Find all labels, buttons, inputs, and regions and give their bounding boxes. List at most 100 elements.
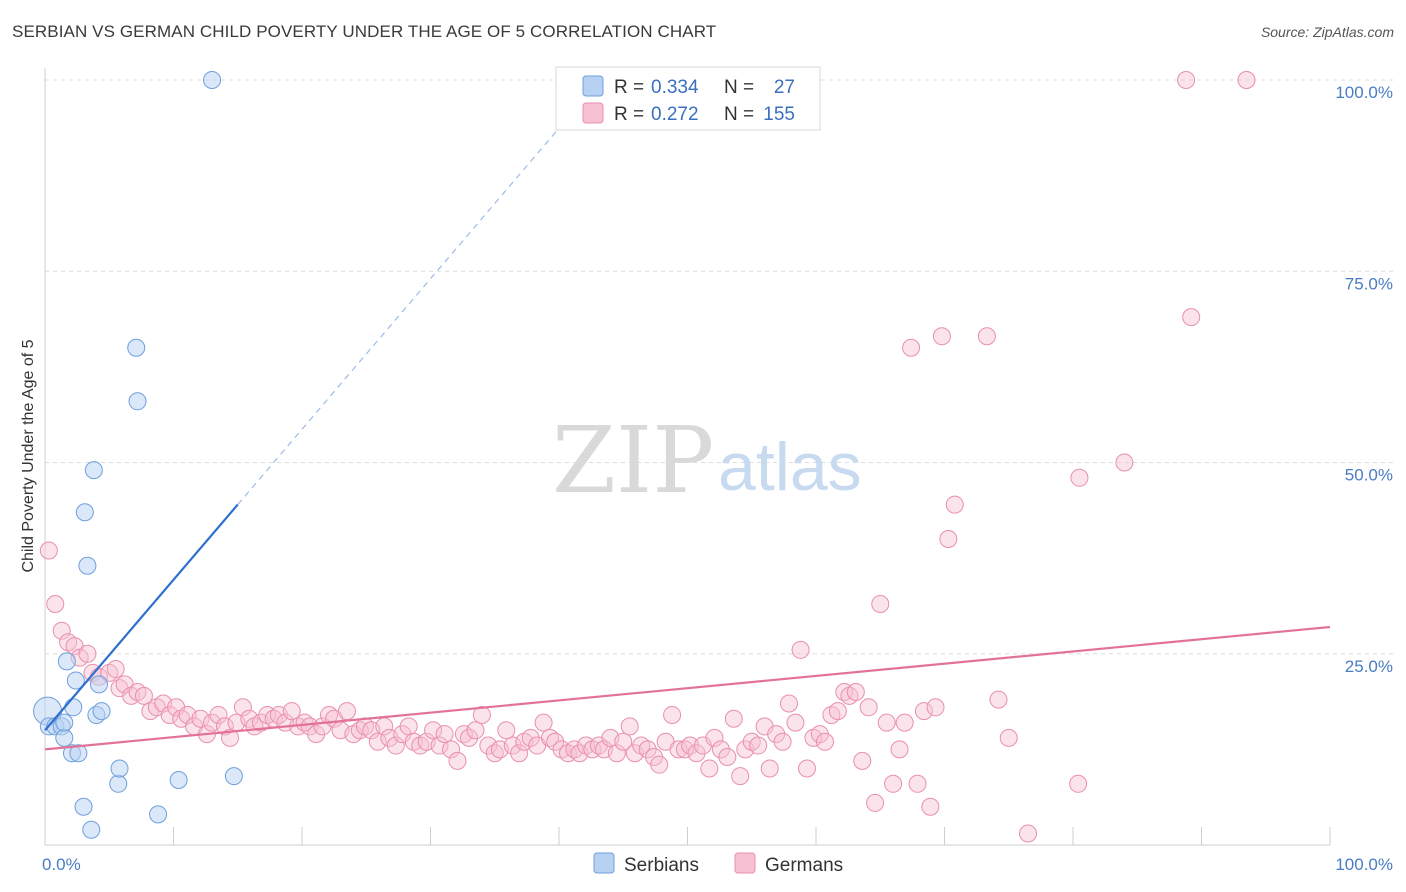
germans-point xyxy=(650,755,669,774)
germans-point xyxy=(877,713,896,732)
germans-point xyxy=(724,709,743,728)
serbians-point xyxy=(149,805,168,824)
germans-point xyxy=(921,797,940,816)
germans-point xyxy=(866,793,885,812)
germans-point xyxy=(681,736,700,755)
germans-point xyxy=(46,595,65,614)
germans-point xyxy=(1237,71,1256,89)
germans-point xyxy=(815,732,834,751)
germans-point xyxy=(1115,453,1134,472)
germans-point xyxy=(282,702,301,721)
serbians-point xyxy=(127,338,146,357)
germans-point xyxy=(399,717,418,736)
germans-point xyxy=(39,541,58,560)
germans-point xyxy=(884,774,903,793)
serbians-point xyxy=(75,503,94,522)
serbians-point xyxy=(203,71,222,89)
germans-point xyxy=(52,621,71,640)
germans-point xyxy=(767,725,786,744)
legend-n-label-germans: N = xyxy=(724,104,754,125)
germans-point xyxy=(503,736,522,755)
germans-point xyxy=(106,660,125,679)
germans-point xyxy=(1070,468,1089,487)
legend-r-label-serbians: R = xyxy=(614,77,644,98)
germans-point xyxy=(760,759,779,778)
germans-point xyxy=(999,728,1018,747)
germans-point xyxy=(926,698,945,717)
germans-point xyxy=(460,728,479,747)
germans-point xyxy=(546,732,565,751)
germans-point xyxy=(233,698,252,717)
germans-trend-line xyxy=(44,625,1331,751)
serbians-point xyxy=(128,392,147,411)
serbians-point xyxy=(109,774,128,793)
serbians-point xyxy=(74,797,93,816)
germans-point xyxy=(300,717,319,736)
germans-point xyxy=(663,705,682,724)
germans-point xyxy=(620,717,639,736)
legend-swatch-germans xyxy=(582,102,604,124)
germans-point xyxy=(902,338,921,357)
watermark-atlas: atlas xyxy=(718,429,862,505)
series-legend-swatch-germans xyxy=(734,852,756,874)
serbians-trend-extension xyxy=(237,127,560,505)
y-tick-label: 25.0% xyxy=(1345,657,1393,676)
germans-point xyxy=(337,702,356,721)
germans-point xyxy=(700,759,719,778)
germans-point xyxy=(1019,824,1038,843)
grid-lines xyxy=(45,79,1393,655)
stats-legend: R = 0.334 N = 27 R = 0.272 N = 155 xyxy=(555,66,821,131)
germans-point xyxy=(669,740,688,759)
germans-point xyxy=(932,327,951,346)
serbians-point xyxy=(82,820,101,839)
x-tick-label-min: 0.0% xyxy=(42,855,81,874)
y-axis-label: Child Poverty Under the Age of 5 xyxy=(20,339,37,572)
serbians-point xyxy=(55,728,74,747)
germans-point xyxy=(705,728,724,747)
germans-point xyxy=(853,751,872,770)
series-legend-label-germans: Germans xyxy=(765,855,843,876)
germans-point xyxy=(78,644,97,663)
germans-point xyxy=(614,732,633,751)
germans-point xyxy=(442,740,461,759)
chart-title: SERBIAN VS GERMAN CHILD POVERTY UNDER TH… xyxy=(12,22,717,41)
germans-point xyxy=(1177,71,1196,89)
serbians-point xyxy=(55,713,74,732)
germans-point xyxy=(749,736,768,755)
series-legend-swatch-serbians xyxy=(593,852,615,874)
legend-r-value-germans: 0.272 xyxy=(651,104,699,125)
germans-point xyxy=(191,709,210,728)
germans-point xyxy=(780,694,799,713)
series-legend: Serbians Germans xyxy=(593,852,843,876)
y-tick-labels: 25.0% 50.0% 75.0% 100.0% xyxy=(1335,83,1393,676)
germans-point xyxy=(386,736,405,755)
germans-point xyxy=(786,713,805,732)
germans-point xyxy=(828,702,847,721)
germans-points xyxy=(39,71,1256,843)
germans-point xyxy=(534,713,553,732)
source-credit: Source: ZipAtlas.com xyxy=(1260,24,1394,40)
germans-point xyxy=(977,327,996,346)
y-tick-label: 100.0% xyxy=(1335,83,1393,102)
germans-point xyxy=(945,495,964,514)
serbians-point xyxy=(78,556,97,575)
germans-point xyxy=(859,698,878,717)
germans-point xyxy=(307,725,326,744)
germans-point xyxy=(914,702,933,721)
legend-r-label-germans: R = xyxy=(614,104,644,125)
germans-point xyxy=(846,683,865,701)
legend-swatch-serbians xyxy=(582,75,604,97)
germans-point xyxy=(718,748,737,767)
germans-point xyxy=(939,530,958,548)
germans-point xyxy=(430,736,449,755)
germans-point xyxy=(134,686,153,705)
serbians-point xyxy=(89,675,108,694)
legend-n-value-germans: 155 xyxy=(763,104,795,125)
serbians-point xyxy=(92,702,111,721)
y-tick-label: 50.0% xyxy=(1345,466,1393,485)
germans-point xyxy=(510,744,529,763)
x-tick-labels: 0.0% 100.0% xyxy=(42,855,1393,874)
germans-point xyxy=(221,728,240,747)
watermark-zip: ZIP xyxy=(552,407,714,514)
